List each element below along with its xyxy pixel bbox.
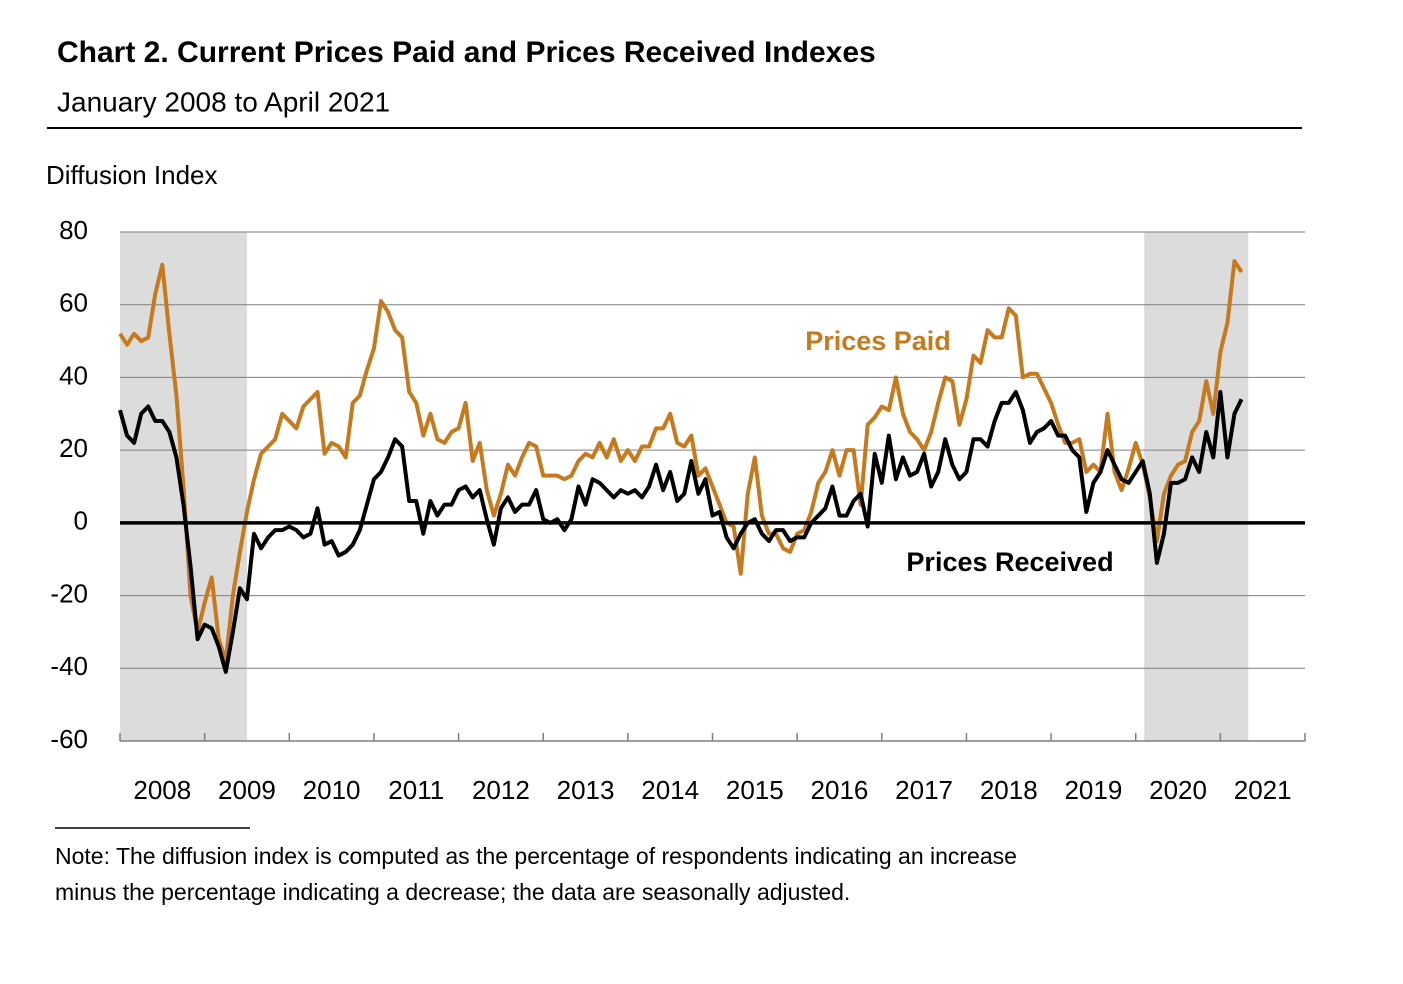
x-tick-label: 2021 [1234, 775, 1292, 805]
note: Note: The diffusion index is computed as… [55, 843, 1017, 869]
series-line [118, 259, 1244, 664]
series-line [118, 389, 1244, 674]
x-tick-label: 2014 [641, 775, 699, 805]
legend-label: Prices Received [906, 547, 1113, 577]
chart-title: Chart 2. Current Prices Paid and Prices … [57, 36, 876, 69]
x-tick-label: 2019 [1064, 775, 1122, 805]
x-tick-label: 2015 [726, 775, 784, 805]
y-tick-label: 40 [59, 360, 88, 390]
y-tick-label: 0 [74, 506, 88, 536]
x-tick-label: 2012 [472, 775, 530, 805]
x-tick-label: 2020 [1149, 775, 1207, 805]
recession-shading [1144, 232, 1249, 741]
x-tick-label: 2017 [895, 775, 953, 805]
y-tick-label: -60 [50, 724, 88, 754]
x-tick-label: 2016 [811, 775, 869, 805]
chart-subtitle: January 2008 to April 2021 [57, 86, 390, 117]
x-tick-label: 2011 [388, 775, 444, 805]
x-tick-label: 2013 [557, 775, 615, 805]
legend-label: Prices Paid [805, 326, 951, 356]
y-tick-label: 20 [59, 433, 88, 463]
x-tick-label: 2018 [980, 775, 1038, 805]
x-tick-label: 2008 [133, 775, 191, 805]
x-tick-label: 2009 [218, 775, 276, 805]
x-tick-label: 2010 [303, 775, 361, 805]
y-tick-label: 80 [59, 215, 88, 245]
y-axis-label: Diffusion Index [46, 160, 218, 190]
y-tick-label: -40 [50, 651, 88, 681]
y-tick-label: 60 [59, 288, 88, 318]
note: minus the percentage indicating a decrea… [55, 879, 850, 905]
y-tick-label: -20 [50, 578, 88, 608]
